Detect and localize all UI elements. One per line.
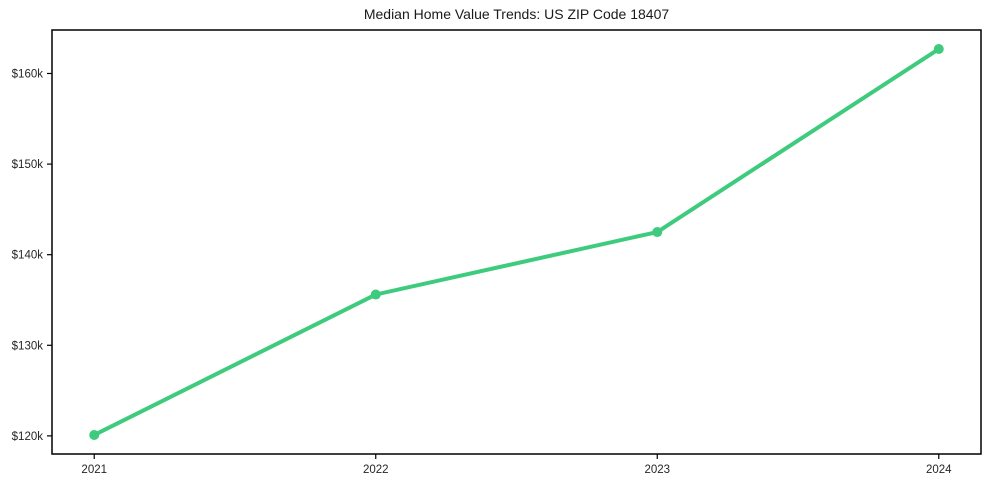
data-point-2024 [933, 44, 944, 55]
x-tick-label: 2021 [81, 464, 107, 476]
y-tick-label: $150k [12, 159, 44, 171]
data-point-2021 [89, 429, 100, 440]
plot-border [51, 29, 982, 455]
data-point-2022 [370, 289, 381, 300]
x-tick-label: 2024 [926, 464, 952, 476]
chart-title: Median Home Value Trends: US ZIP Code 18… [363, 6, 670, 22]
trend-line [92, 47, 941, 437]
y-tick-label: $160k [12, 68, 44, 80]
x-tick-label: 2023 [644, 464, 670, 476]
x-tick-label: 2022 [363, 464, 389, 476]
y-tick-label: $120k [12, 431, 44, 443]
y-tick-label: $130k [12, 340, 44, 352]
y-tick-label: $140k [12, 250, 44, 262]
data-point-2023 [652, 227, 663, 238]
